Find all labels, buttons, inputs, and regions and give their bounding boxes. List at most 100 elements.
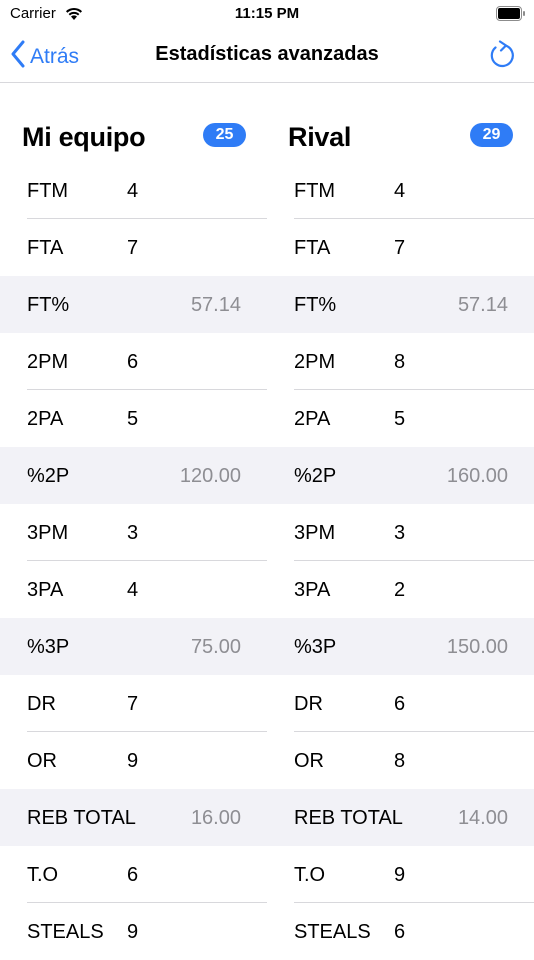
stats-list: FTM 4 FTA 7 FT% 57.14 2PM 8 2PA 5 %2P 160.00 3PM 3 3PA… (267, 162, 534, 960)
stat-label: %2P (27, 465, 70, 487)
stat-row: FTM 4 (267, 162, 534, 219)
stat-row: 3PM 3 (0, 504, 267, 561)
stat-row: %2P 120.00 (0, 447, 267, 504)
stat-label: FT% (294, 294, 337, 316)
stat-percentage: 16.00 (190, 807, 241, 829)
stat-value: 9 (127, 750, 139, 772)
team-column-mi-equipo: Mi equipo 25 FTM 4 FTA 7 FT% 57.14 2PM 6 2PA 5 %2P… (0, 110, 267, 943)
stat-label: STEALS (294, 921, 371, 943)
stat-label: 3PA (27, 579, 64, 601)
team-name: Mi equipo (22, 122, 146, 152)
stat-label: T.O (27, 864, 59, 886)
stat-value: 6 (394, 921, 406, 943)
stat-label: FTM (294, 180, 336, 202)
stat-label: 3PM (294, 522, 336, 544)
stat-value: 5 (394, 408, 406, 430)
stat-label: 3PM (27, 522, 69, 544)
stat-value: 9 (394, 864, 406, 886)
stat-row: REB TOTAL 16.00 (0, 789, 267, 846)
stat-label: %3P (27, 636, 70, 658)
stat-row: 3PA 2 (267, 561, 534, 618)
stat-label: REB TOTAL (27, 807, 136, 829)
stat-value: 4 (394, 180, 406, 202)
stat-row: %3P 150.00 (267, 618, 534, 675)
stat-value: 9 (127, 921, 139, 943)
stat-row: FTM 4 (0, 162, 267, 219)
stat-label: DR (294, 693, 323, 715)
stat-percentage: 150.00 (446, 636, 508, 658)
stat-label: 3PA (294, 579, 331, 601)
stat-label: FTM (27, 180, 69, 202)
stat-row: DR 6 (267, 675, 534, 732)
carrier-label: Carrier (10, 5, 56, 22)
stat-percentage: 75.00 (190, 636, 241, 658)
stat-percentage: 57.14 (190, 294, 241, 316)
stat-label: REB TOTAL (294, 807, 403, 829)
stat-value: 3 (127, 522, 139, 544)
stat-label: FTA (294, 237, 331, 259)
stat-label: DR (27, 693, 56, 715)
stat-value: 6 (394, 693, 406, 715)
stat-label: FT% (27, 294, 70, 316)
stat-row: T.O 6 (0, 846, 267, 903)
back-button-label: Atrás (30, 44, 80, 68)
stat-value: 8 (394, 750, 406, 772)
status-bar: Carrier 11:15 PM (0, 0, 534, 28)
stat-row: FT% 57.14 (267, 276, 534, 333)
stat-value: 7 (394, 237, 406, 259)
stat-value: 4 (127, 579, 139, 601)
stat-row: REB TOTAL 14.00 (267, 789, 534, 846)
stat-value: 7 (127, 237, 139, 259)
stat-row: 2PM 6 (0, 333, 267, 390)
stat-row: OR 8 (267, 732, 534, 789)
stat-label: 2PM (27, 351, 69, 373)
chevron-left-icon (10, 40, 26, 73)
stat-value: 5 (127, 408, 139, 430)
refresh-button[interactable] (488, 40, 516, 75)
stat-row: 3PM 3 (267, 504, 534, 561)
page-title: Estadísticas avanzadas (155, 43, 379, 65)
stat-percentage: 120.00 (179, 465, 241, 487)
stat-value: 3 (394, 522, 406, 544)
stat-label: OR (27, 750, 57, 772)
team-column-rival: Rival 29 FTM 4 FTA 7 FT% 57.14 2PM 8 2PA 5 %2P 160.… (267, 110, 534, 943)
stat-row: 2PA 5 (267, 390, 534, 447)
team-name: Rival (288, 122, 352, 152)
stat-value: 8 (394, 351, 406, 373)
stat-row: 2PA 5 (0, 390, 267, 447)
stat-row: OR 9 (0, 732, 267, 789)
stat-row: 2PM 8 (267, 333, 534, 390)
stat-label: 2PM (294, 351, 336, 373)
team-header: Rival 29 (267, 110, 534, 162)
score-badge: 29 (470, 123, 513, 147)
stat-percentage: 160.00 (446, 465, 508, 487)
stat-row: T.O 9 (267, 846, 534, 903)
stat-row: %3P 75.00 (0, 618, 267, 675)
stat-row: FTA 7 (267, 219, 534, 276)
stat-row: FT% 57.14 (0, 276, 267, 333)
stat-row: STEALS 6 (267, 903, 534, 960)
stat-row: STEALS 9 (0, 903, 267, 960)
battery-icon (496, 6, 526, 26)
stat-label: 2PA (27, 408, 64, 430)
stat-row: FTA 7 (0, 219, 267, 276)
stat-label: STEALS (27, 921, 104, 943)
stat-value: 2 (394, 579, 406, 601)
stat-row: %2P 160.00 (267, 447, 534, 504)
stat-label: %3P (294, 636, 337, 658)
wifi-icon (64, 6, 84, 26)
refresh-icon (488, 40, 516, 74)
status-time: 11:15 PM (234, 5, 300, 22)
score-badge: 25 (203, 123, 246, 147)
stat-label: T.O (294, 864, 326, 886)
stat-label: OR (294, 750, 324, 772)
stat-label: FTA (27, 237, 64, 259)
stat-label: 2PA (294, 408, 331, 430)
stat-value: 4 (127, 180, 139, 202)
stats-list: FTM 4 FTA 7 FT% 57.14 2PM 6 2PA 5 %2P 120.00 3PM 3 3PA… (0, 162, 267, 960)
back-button[interactable]: Atrás (10, 40, 79, 73)
stat-row: DR 7 (0, 675, 267, 732)
stat-value: 6 (127, 864, 139, 886)
stat-row: 3PA 4 (0, 561, 267, 618)
stat-value: 6 (127, 351, 139, 373)
